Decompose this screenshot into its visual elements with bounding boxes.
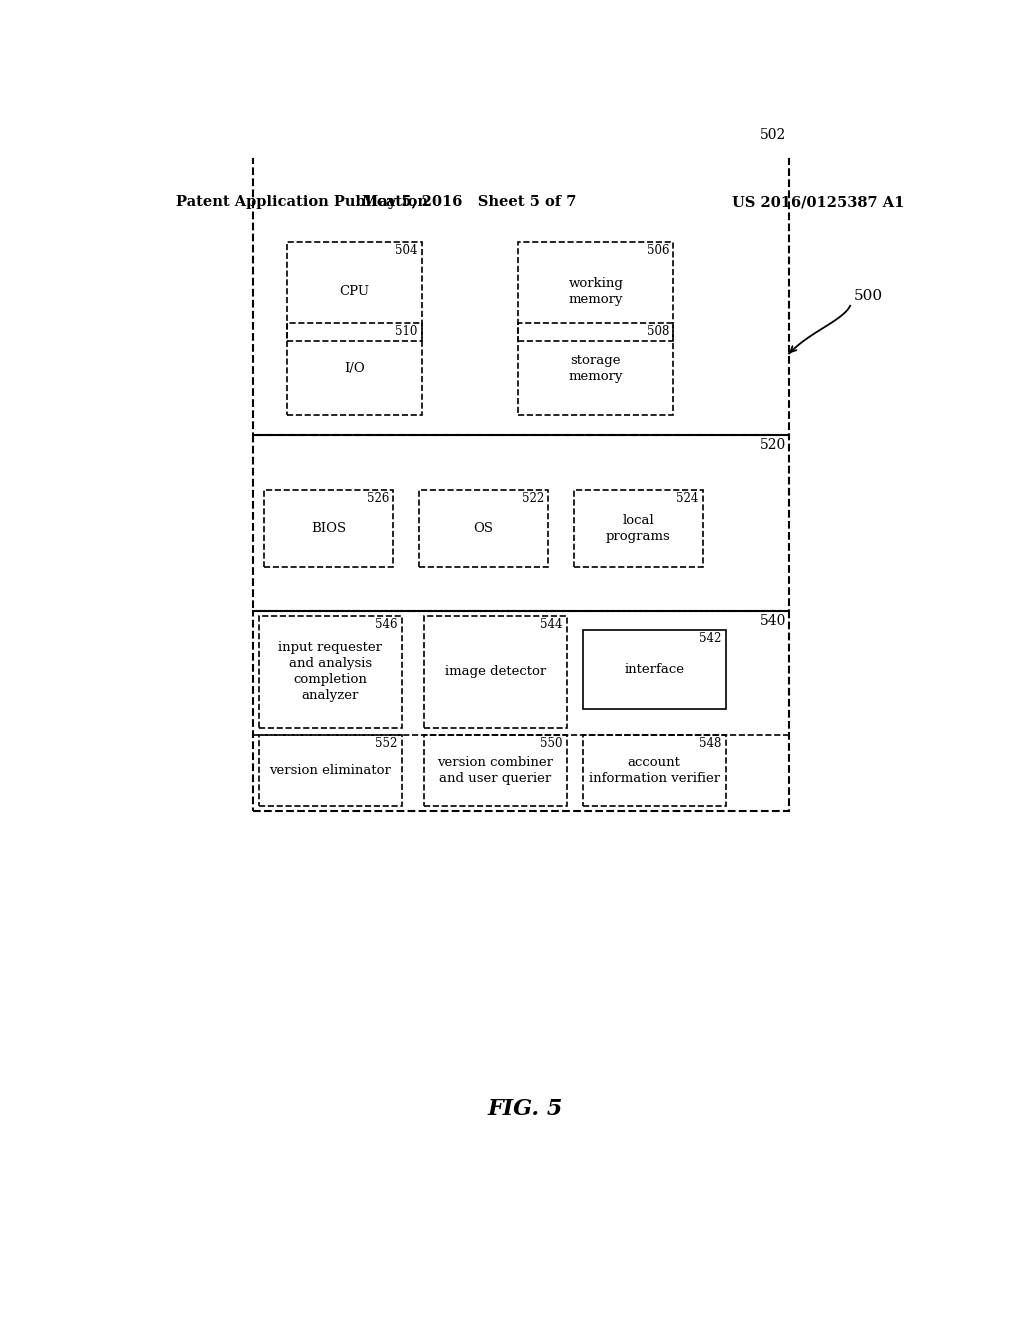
Text: US 2016/0125387 A1: US 2016/0125387 A1 — [732, 195, 904, 209]
Text: 500: 500 — [854, 289, 884, 302]
Bar — [253, 434, 790, 611]
Bar — [518, 242, 673, 342]
Text: account
information verifier: account information verifier — [589, 756, 720, 785]
Text: version combiner
and user querier: version combiner and user querier — [437, 756, 553, 785]
Bar — [424, 735, 567, 805]
Bar — [518, 323, 673, 414]
Text: 504: 504 — [395, 244, 418, 257]
Text: 506: 506 — [647, 244, 670, 257]
Text: CPU: CPU — [339, 285, 370, 298]
Text: interface: interface — [625, 663, 684, 676]
Text: storage
memory: storage memory — [568, 354, 623, 383]
Bar — [287, 323, 422, 414]
Text: FIG. 5: FIG. 5 — [487, 1098, 562, 1119]
Text: image detector: image detector — [444, 665, 546, 678]
Bar — [253, 611, 790, 810]
Text: 524: 524 — [676, 492, 698, 504]
Text: 526: 526 — [367, 492, 389, 504]
Text: 510: 510 — [395, 325, 418, 338]
Text: 550: 550 — [541, 737, 563, 750]
Bar — [419, 490, 548, 568]
Text: 508: 508 — [647, 325, 670, 338]
Bar — [259, 735, 401, 805]
Text: 542: 542 — [699, 632, 722, 645]
Bar — [583, 735, 726, 805]
Text: Patent Application Publication: Patent Application Publication — [176, 195, 428, 209]
Bar — [259, 615, 401, 727]
Bar — [264, 490, 393, 568]
Text: 552: 552 — [376, 737, 397, 750]
Text: 544: 544 — [541, 618, 563, 631]
Bar — [287, 242, 422, 342]
Text: 548: 548 — [699, 737, 722, 750]
Text: I/O: I/O — [344, 362, 365, 375]
Text: BIOS: BIOS — [311, 521, 346, 535]
Text: 520: 520 — [760, 438, 785, 451]
Text: 540: 540 — [760, 614, 785, 628]
Text: version eliminator: version eliminator — [269, 764, 391, 776]
Bar — [253, 125, 790, 434]
Text: working
memory: working memory — [568, 277, 624, 306]
Text: 546: 546 — [376, 618, 397, 631]
Bar — [583, 630, 726, 709]
Bar — [574, 490, 702, 568]
Text: May 5, 2016   Sheet 5 of 7: May 5, 2016 Sheet 5 of 7 — [362, 195, 577, 209]
Text: OS: OS — [473, 521, 494, 535]
Text: input requester
and analysis
completion
analyzer: input requester and analysis completion … — [279, 642, 382, 702]
Text: 502: 502 — [760, 128, 785, 143]
Bar — [424, 615, 567, 727]
Text: local
programs: local programs — [606, 513, 671, 543]
Text: 522: 522 — [521, 492, 544, 504]
